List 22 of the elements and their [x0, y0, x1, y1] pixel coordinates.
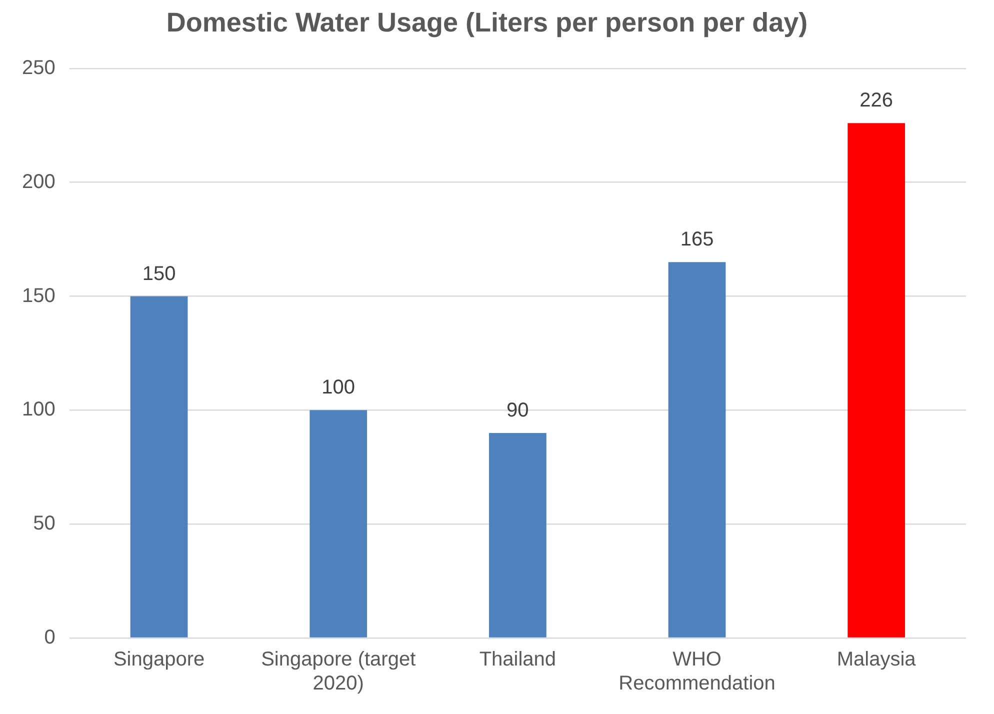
y-tick-label: 150	[22, 284, 56, 307]
data-label: 90	[506, 399, 529, 422]
bar	[848, 123, 906, 638]
x-tick-label: Thailand	[479, 648, 556, 671]
bar	[668, 262, 726, 638]
data-label: 150	[142, 262, 176, 285]
y-tick-label: 250	[22, 56, 56, 79]
y-tick-label: 50	[33, 512, 56, 535]
data-label: 226	[860, 90, 894, 112]
x-tick-label: Malaysia	[836, 648, 917, 671]
bar	[488, 432, 546, 638]
y-tick-label: 0	[44, 626, 56, 649]
chart-title: Domestic Water Usage (Liters per person per day)	[166, 8, 808, 38]
y-tick-label: 100	[22, 398, 56, 421]
x-tick-label: Singapore	[113, 648, 205, 671]
x-tick-label: Singapore (target 2020)	[261, 648, 416, 695]
data-label: 165	[680, 228, 714, 251]
bar	[310, 410, 368, 638]
bar	[130, 296, 188, 638]
y-tick-label: 200	[22, 170, 56, 193]
x-tick-label: WHO Recommendation	[618, 648, 776, 695]
data-label: 100	[322, 376, 356, 399]
